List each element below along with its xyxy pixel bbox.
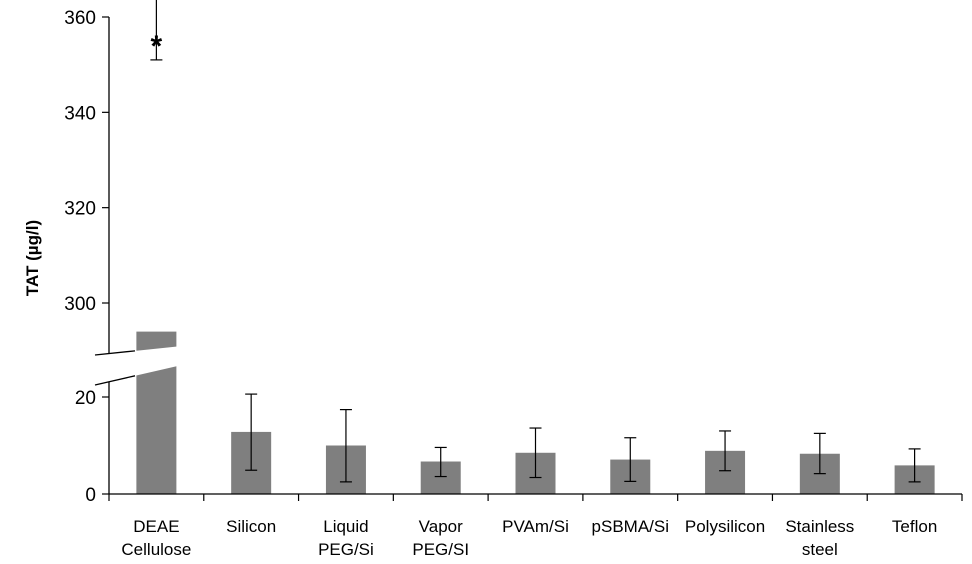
category-label-8: Teflon: [892, 517, 937, 536]
axis-break-gap: [95, 346, 182, 385]
y-tick-label-upper-0: 300: [64, 294, 96, 315]
bars-layer: [136, 331, 935, 494]
axis-break-line-upper: [94, 350, 136, 356]
error-bars-layer: [150, 0, 921, 483]
category-label-1: Silicon: [226, 517, 276, 536]
y-tick-label-upper-1: 320: [64, 199, 96, 220]
category-label-0: DEAE Cellulose: [121, 517, 191, 559]
category-label-2: Liquid PEG/Si: [318, 517, 374, 559]
bar-upper-0: [136, 331, 177, 352]
category-label-4: PVAm/Si: [502, 517, 569, 536]
significance-marker: *: [151, 30, 163, 63]
y-tick-label-upper-2: 340: [64, 103, 96, 124]
category-label-3: Vapor PEG/SI: [412, 517, 469, 559]
y-axis-label: TAT (µg/l): [23, 220, 42, 296]
axis-break-layer: [94, 346, 182, 386]
y-tick-label-lower-0: 0: [85, 485, 96, 506]
axes-layer: [102, 16, 963, 501]
category-label-7: Stainless steel: [785, 517, 854, 559]
y-tick-label-upper-3: 360: [64, 8, 96, 29]
labels-layer: DEAE Cellulose Silicon Liquid PEG/Si Vapor PEG…: [64, 8, 937, 559]
category-label-5: pSBMA/Si: [592, 517, 669, 536]
axis-break-line-lower: [94, 375, 136, 386]
y-tick-label-lower-1: 20: [75, 388, 96, 409]
category-label-6: Polysilicon: [685, 517, 765, 536]
bar-0: [136, 359, 177, 494]
